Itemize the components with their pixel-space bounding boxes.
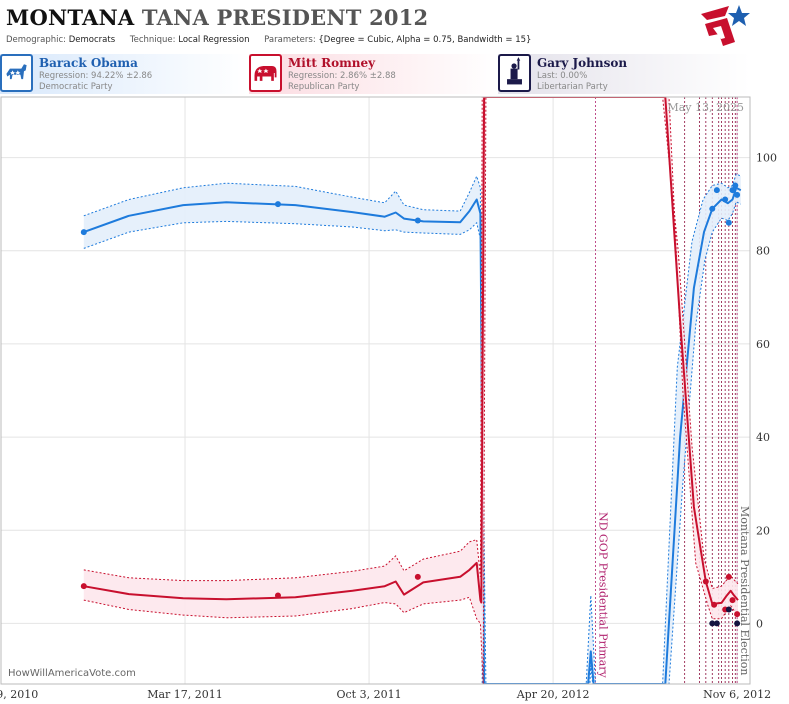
poll-point xyxy=(734,191,741,198)
candidate-name: Gary Johnson xyxy=(537,56,628,70)
poll-point xyxy=(80,583,87,590)
candidate-party: Republican Party xyxy=(288,82,360,92)
date-label: May 13, 2025 xyxy=(667,101,744,114)
page-title: MONTANA TANA PRESIDENT 2012 xyxy=(6,5,428,30)
event-label: ND GOP Presidential Primary xyxy=(596,512,609,679)
poll-point-johnson xyxy=(709,620,716,627)
poll-point xyxy=(274,592,281,599)
upper-bound-line xyxy=(83,97,739,590)
technique-label: Technique: xyxy=(129,35,176,45)
lower-bound-line xyxy=(83,97,739,684)
title-race: TANA PRESIDENT 2012 xyxy=(141,5,429,30)
candidate-name: Mitt Romney xyxy=(288,56,376,70)
poll-point xyxy=(732,182,739,189)
demographic-value: Democrats xyxy=(68,35,116,45)
poll-point xyxy=(414,573,421,580)
y-tick-label: 0 xyxy=(756,617,763,630)
parameters-line: Demographic: Democrats Technique: Local … xyxy=(6,35,531,45)
poll-point xyxy=(713,187,720,194)
watermark: HowWillAmericaVote.com xyxy=(8,668,136,679)
poll-point xyxy=(734,611,741,618)
poll-point-johnson xyxy=(734,620,741,627)
parameters-value: {Degree = Cubic, Alpha = 0.75, Bandwidth… xyxy=(318,35,532,45)
poll-point xyxy=(711,601,718,608)
poll-point xyxy=(722,196,729,203)
upper-bound-line xyxy=(83,173,742,684)
series-rep xyxy=(80,97,741,684)
candidate-stat: Regression: 94.22% ±2.86 xyxy=(39,71,153,81)
candidate-stat: Regression: 2.86% ±2.88 xyxy=(288,71,396,81)
event-label: Montana Presidential Election xyxy=(738,506,751,675)
y-tick-label: 20 xyxy=(756,524,770,537)
poll-point xyxy=(80,229,87,236)
regression-chart: ND GOP Presidential Primary Montana Presi… xyxy=(0,96,777,701)
poll-point xyxy=(709,205,716,212)
x-tick-label: Aug 29, 2010 xyxy=(0,688,38,701)
confidence-band xyxy=(83,173,741,684)
poll-point-johnson xyxy=(713,620,720,627)
poll-point xyxy=(725,573,732,580)
y-tick-label: 60 xyxy=(756,338,770,351)
candidate-romney[interactable]: Mitt Romney Regression: 2.86% ±2.88 Repu… xyxy=(249,54,497,94)
candidate-party: Libertarian Party xyxy=(537,82,608,92)
candidate-bar: Barack Obama Regression: 94.22% ±2.86 De… xyxy=(0,54,789,94)
donkey-icon xyxy=(0,54,33,92)
candidate-meta: Last: 0.00% Libertarian Party xyxy=(537,71,608,93)
poll-point xyxy=(729,597,736,604)
poll-point xyxy=(725,219,732,226)
x-tick-label: Nov 6, 2012 xyxy=(703,688,771,701)
poll-point xyxy=(414,217,421,224)
x-tick-label: Mar 17, 2011 xyxy=(147,688,223,701)
x-tick-label: Apr 20, 2012 xyxy=(516,688,590,701)
candidate-party: Democratic Party xyxy=(39,82,113,92)
site-logo-icon[interactable] xyxy=(699,2,751,50)
candidate-stat: Last: 0.00% xyxy=(537,71,588,81)
title-state: MONTANA xyxy=(6,5,135,30)
liberty-torch-icon xyxy=(498,54,531,92)
candidate-name: Barack Obama xyxy=(39,56,138,70)
poll-point-johnson xyxy=(725,606,732,613)
demographic-label: Demographic: xyxy=(6,35,67,45)
y-tick-label: 80 xyxy=(756,245,770,258)
parameters-label: Parameters: xyxy=(264,35,316,45)
x-tick-label: Oct 3, 2011 xyxy=(337,688,402,701)
header: MONTANA TANA PRESIDENT 2012 Demographic:… xyxy=(0,0,789,52)
candidate-johnson[interactable]: Gary Johnson Last: 0.00% Libertarian Par… xyxy=(498,54,750,94)
y-tick-label: 100 xyxy=(756,152,777,165)
poll-point xyxy=(729,187,736,194)
regression-line xyxy=(83,97,739,605)
y-tick-label: 40 xyxy=(756,431,770,444)
poll-point xyxy=(702,578,709,585)
poll-point xyxy=(274,201,281,208)
technique-value: Local Regression xyxy=(178,35,250,45)
candidate-obama[interactable]: Barack Obama Regression: 94.22% ±2.86 De… xyxy=(0,54,248,94)
elephant-icon xyxy=(249,54,282,92)
candidate-meta: Regression: 2.86% ±2.88 Republican Party xyxy=(288,71,396,93)
confidence-band xyxy=(83,97,739,684)
candidate-meta: Regression: 94.22% ±2.86 Democratic Part… xyxy=(39,71,152,93)
plot-frame xyxy=(0,96,751,685)
